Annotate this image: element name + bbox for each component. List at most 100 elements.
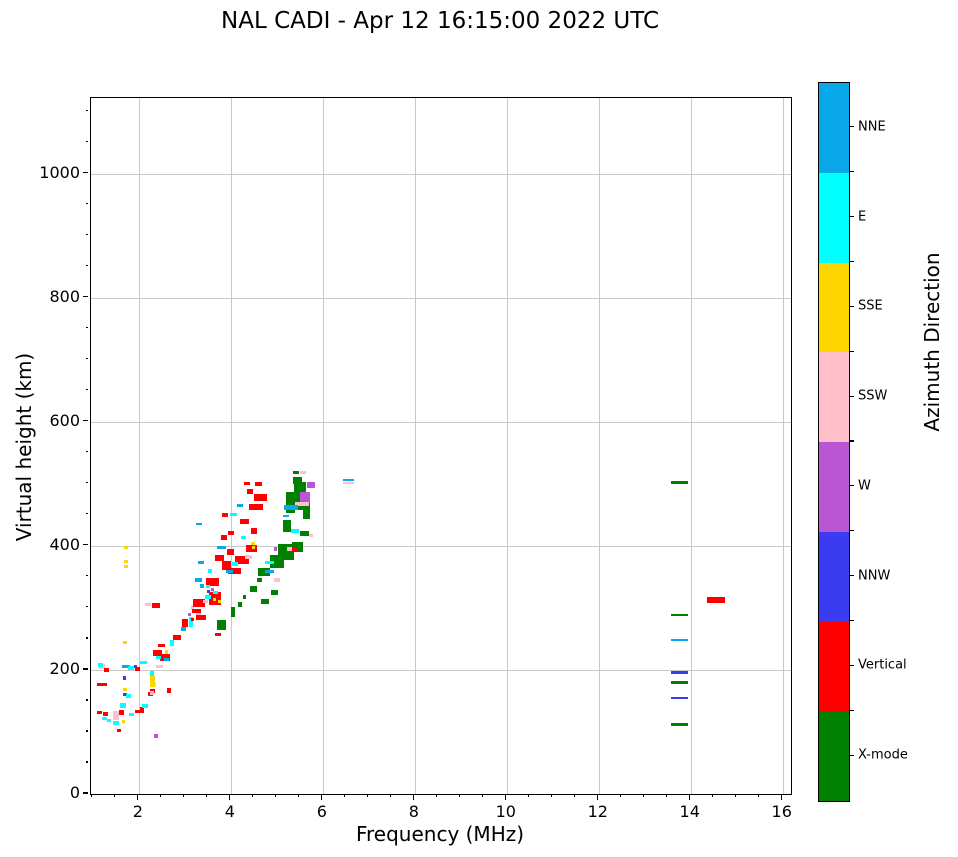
y-major-tick <box>83 544 89 546</box>
data-point <box>124 559 128 563</box>
x-gridline <box>322 98 324 794</box>
colorbar-category-label: W <box>858 478 871 494</box>
x-minor-tick <box>114 794 116 798</box>
data-point <box>243 482 250 486</box>
y-major-tick <box>83 420 89 422</box>
data-point <box>98 664 106 670</box>
x-axis-label: Frequency (MHz) <box>355 822 525 846</box>
data-point <box>123 641 127 645</box>
colorbar-tick <box>850 575 854 577</box>
data-point <box>144 603 152 607</box>
data-point <box>227 548 235 556</box>
x-tick-label: 8 <box>408 802 419 821</box>
x-gridline <box>598 98 600 794</box>
y-minor-tick <box>85 265 89 267</box>
data-point <box>237 602 243 608</box>
x-gridline <box>414 98 416 794</box>
colorbar-boundary-tick <box>850 171 854 173</box>
data-point <box>125 694 131 698</box>
data-point <box>217 619 227 630</box>
data-point <box>153 734 159 739</box>
data-point <box>670 638 688 642</box>
data-point <box>142 704 148 708</box>
data-point <box>245 544 258 553</box>
data-point <box>229 513 237 517</box>
x-minor-tick <box>482 794 484 798</box>
data-point <box>261 599 270 605</box>
x-minor-tick <box>206 794 208 798</box>
data-point <box>300 491 311 504</box>
colorbar-boundary-tick <box>850 440 854 442</box>
data-point <box>342 478 354 482</box>
data-point <box>196 612 201 616</box>
data-point <box>342 481 354 485</box>
data-point <box>134 665 138 669</box>
data-point <box>251 541 255 545</box>
data-point <box>180 627 187 631</box>
data-point <box>214 555 224 562</box>
x-gridline <box>782 98 784 794</box>
y-minor-tick <box>85 451 89 453</box>
colorbar-segment-sse <box>819 262 849 353</box>
data-point <box>252 545 256 549</box>
x-major-tick <box>781 794 783 800</box>
data-point <box>123 693 127 697</box>
x-minor-tick <box>390 794 392 798</box>
colorbar-tick <box>850 395 854 397</box>
data-point <box>149 671 154 678</box>
data-point <box>214 633 221 637</box>
data-point <box>240 536 247 540</box>
data-point <box>121 719 126 723</box>
data-point <box>192 599 205 607</box>
data-point <box>254 481 262 486</box>
data-point <box>299 530 309 536</box>
data-point <box>113 721 119 726</box>
data-point <box>191 605 195 611</box>
data-point <box>197 561 204 564</box>
y-gridline <box>91 669 791 671</box>
x-minor-tick <box>528 794 530 798</box>
y-tick-label: 1000 <box>39 162 80 182</box>
x-major-tick <box>321 794 323 800</box>
data-point <box>235 555 250 565</box>
x-minor-tick <box>735 794 737 798</box>
y-minor-tick <box>85 389 89 391</box>
y-tick-label: 400 <box>49 534 80 554</box>
y-gridline <box>91 173 791 175</box>
colorbar-boundary-tick <box>850 530 854 532</box>
data-point <box>102 717 108 721</box>
colorbar-boundary-tick <box>850 709 854 711</box>
y-major-tick <box>83 668 89 670</box>
data-point <box>307 481 316 489</box>
data-point <box>124 546 128 550</box>
data-point <box>164 650 169 654</box>
data-point <box>221 535 227 541</box>
data-point <box>270 589 279 595</box>
x-major-tick <box>229 794 231 800</box>
x-gridline <box>138 98 140 794</box>
colorbar-tick <box>850 754 854 756</box>
y-major-tick <box>83 792 89 794</box>
data-point <box>194 578 203 582</box>
data-point <box>308 533 314 537</box>
data-point <box>97 711 103 715</box>
data-point <box>207 590 211 594</box>
data-point <box>227 567 242 574</box>
data-point <box>128 712 135 717</box>
data-point <box>289 548 297 552</box>
colorbar-category-label: NNE <box>858 119 886 135</box>
colorbar-segment-nnw <box>819 531 849 622</box>
data-point <box>196 614 206 620</box>
data-point <box>670 681 688 684</box>
colorbar-boundary-tick <box>850 350 854 352</box>
y-minor-tick <box>85 606 89 608</box>
data-point <box>292 477 303 485</box>
data-point <box>149 691 154 695</box>
data-point <box>173 634 181 640</box>
y-minor-tick <box>85 575 89 577</box>
data-point <box>123 687 127 691</box>
data-point <box>265 570 275 574</box>
data-point <box>274 577 280 583</box>
x-minor-tick <box>367 794 369 798</box>
